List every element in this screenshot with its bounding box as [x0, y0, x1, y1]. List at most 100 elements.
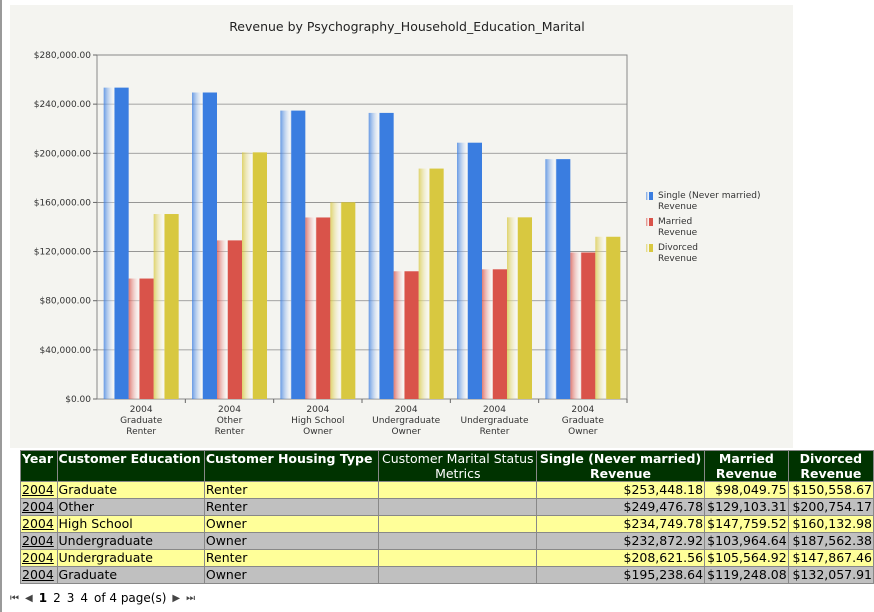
page-link-4[interactable]: 4: [80, 591, 88, 605]
cell-education: Other: [56, 498, 205, 516]
y-tick-label: $280,000.00: [34, 51, 92, 61]
bar-married-revenue-2: [305, 217, 331, 399]
chart-title: Revenue by Psychography_Household_Educat…: [229, 19, 585, 34]
cell-year: 2004: [20, 515, 58, 533]
table-row: 2004 Other Renter $249,476.78 $129,103.31 $20…: [20, 498, 874, 516]
revenue-chart: Revenue by Psychography_Household_Educat…: [10, 5, 793, 448]
y-tick-label: $80,000.00: [39, 297, 91, 307]
header-divorced: Divorced Revenue: [787, 450, 874, 482]
y-tick-label: $160,000.00: [34, 198, 92, 208]
bar-married-revenue-3: [393, 271, 419, 399]
x-tick-label: Owner: [391, 427, 421, 437]
x-tick-label: Renter: [480, 427, 510, 437]
left-border: [0, 0, 2, 612]
cell-divorced: $187,562.38: [787, 532, 874, 550]
prev-page-icon[interactable]: ◀: [25, 592, 33, 604]
cell-marital: [378, 566, 538, 584]
bar-divorced-revenue-5: [595, 236, 621, 399]
header-year: Year: [20, 450, 58, 482]
last-page-icon[interactable]: ⏭: [186, 592, 196, 604]
bar-divorced-revenue-2: [330, 202, 356, 399]
cell-marital: [378, 515, 538, 533]
bar-married-revenue-4: [482, 269, 507, 399]
x-tick-label: Undergraduate: [372, 416, 440, 426]
y-tick-label: $120,000.00: [34, 248, 92, 258]
year-link[interactable]: 2004: [22, 516, 54, 531]
cell-marital: [378, 481, 538, 499]
x-tick-label: 2004: [571, 405, 594, 415]
page-link-2[interactable]: 2: [53, 591, 61, 605]
page-summary: of 4 page(s): [93, 591, 167, 605]
cell-married: $105,564.92: [704, 549, 789, 567]
cell-housing: Renter: [203, 498, 380, 516]
x-tick-label: Renter: [126, 427, 156, 437]
cell-year: 2004: [20, 498, 58, 516]
cell-housing: Renter: [203, 481, 380, 499]
cell-married: $98,049.75: [704, 481, 789, 499]
chart-svg: Revenue by Psychography_Household_Educat…: [34, 19, 761, 437]
pager: ⏮ ◀ 1 2 3 4 of 4 page(s) ▶ ⏭: [10, 591, 195, 605]
year-link[interactable]: 2004: [22, 567, 54, 582]
y-tick-label: $200,000.00: [34, 149, 92, 159]
cell-year: 2004: [20, 532, 58, 550]
bar-married-revenue-1: [217, 240, 242, 399]
year-link[interactable]: 2004: [22, 550, 54, 565]
y-tick-label: $40,000.00: [39, 346, 91, 356]
x-tick-label: Renter: [215, 427, 245, 437]
bar-divorced-revenue-4: [507, 217, 532, 399]
cell-marital: [378, 498, 538, 516]
bar-divorced-revenue-0: [153, 214, 179, 399]
x-tick-label: High School: [291, 416, 344, 426]
bar-divorced-revenue-3: [418, 168, 444, 399]
page-link-1[interactable]: 1: [38, 591, 48, 605]
header-divorced-label: Divorced: [799, 451, 863, 466]
cell-year: 2004: [20, 566, 58, 584]
cell-single: $232,872.92: [536, 532, 706, 550]
header-married-metric: Revenue: [715, 466, 777, 481]
legend-swatch: [646, 244, 653, 252]
year-link[interactable]: 2004: [22, 533, 54, 548]
x-tick-label: Other: [217, 416, 243, 426]
legend-label: Revenue: [658, 202, 698, 212]
first-page-icon[interactable]: ⏮: [10, 592, 19, 604]
header-marital-label: Customer Marital Status: [381, 451, 534, 466]
year-link[interactable]: 2004: [22, 499, 54, 514]
header-metrics-label: Metrics: [435, 466, 481, 481]
table-row: 2004 Graduate Renter $253,448.18 $98,049.75 $…: [20, 481, 874, 499]
cell-marital: [378, 549, 538, 567]
header-married-label: Married: [718, 451, 774, 466]
cell-single: $234,749.78: [536, 515, 706, 533]
x-tick-label: 2004: [306, 405, 329, 415]
bar-single-never-married-revenue-2: [280, 110, 306, 399]
legend-swatch: [646, 192, 653, 200]
cell-education: Graduate: [56, 566, 205, 584]
cell-year: 2004: [20, 481, 58, 499]
year-link[interactable]: 2004: [22, 482, 54, 497]
cell-housing: Owner: [203, 532, 380, 550]
cell-single: $195,238.64: [536, 566, 706, 584]
legend-label: Single (Never married): [658, 191, 761, 201]
cell-single: $249,476.78: [536, 498, 706, 516]
table-row: 2004 Undergraduate Owner $232,872.92 $103,96…: [20, 532, 874, 550]
header-single: Single (Never married) Revenue: [536, 450, 706, 482]
cell-housing: Owner: [203, 515, 380, 533]
table-header-row: Year Customer Education Customer Housing…: [20, 450, 874, 482]
legend-label: Divorced: [658, 243, 698, 253]
page-link-3[interactable]: 3: [66, 591, 75, 605]
x-tick-label: 2004: [483, 405, 506, 415]
bar-single-never-married-revenue-5: [545, 159, 571, 399]
bar-single-never-married-revenue-0: [103, 87, 129, 400]
bar-single-never-married-revenue-4: [457, 142, 482, 399]
cell-year: 2004: [20, 549, 58, 567]
revenue-table: Year Customer Education Customer Housing…: [20, 450, 874, 584]
cell-divorced: $200,754.17: [787, 498, 874, 516]
table-row: 2004 Graduate Owner $195,238.64 $119,248.08 $…: [20, 566, 874, 584]
header-marital: Customer Marital Status Metrics: [378, 450, 538, 482]
legend-label: Married: [658, 217, 692, 227]
cell-married: $103,964.64: [704, 532, 789, 550]
next-page-icon[interactable]: ▶: [172, 592, 181, 604]
x-tick-label: 2004: [130, 405, 153, 415]
cell-divorced: $150,558.67: [787, 481, 874, 499]
cell-housing: Owner: [203, 566, 380, 584]
x-tick-label: 2004: [218, 405, 241, 415]
